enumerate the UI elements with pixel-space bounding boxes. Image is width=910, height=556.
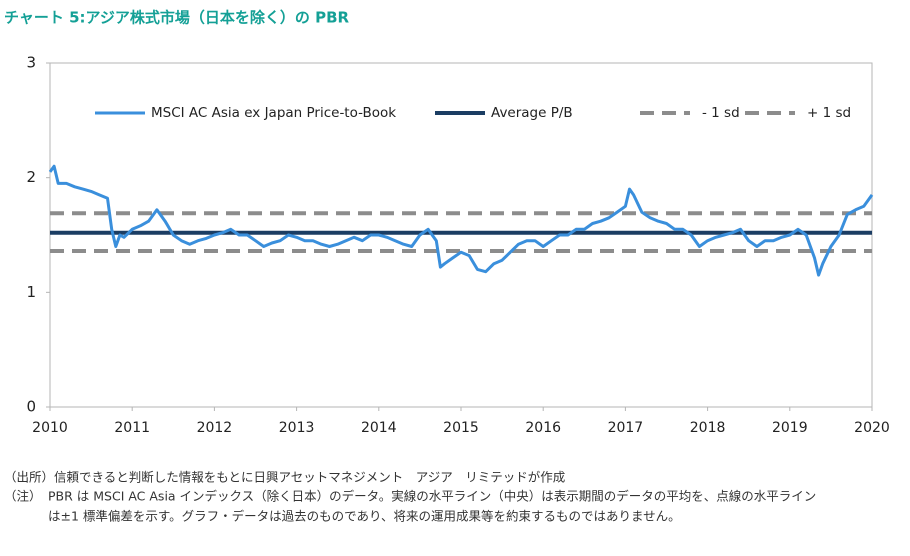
chart-title: チャート 5:アジア株式市場（日本を除く）の PBR — [4, 9, 350, 27]
note: （注） — [4, 489, 42, 504]
x-tick-label: 2016 — [525, 420, 561, 436]
x-tick-label: 2018 — [690, 420, 726, 436]
x-tick-label: 2012 — [197, 420, 233, 436]
y-tick-label: 3 — [26, 54, 36, 72]
x-tick-label: 2014 — [361, 420, 397, 436]
y-tick-label: 2 — [26, 168, 36, 186]
x-tick-label: 2011 — [114, 420, 150, 436]
x-tick-label: 2010 — [32, 420, 68, 436]
note: PBR は MSCI AC Asia インデックス（除く日本）のデータ。実線の水… — [48, 489, 816, 504]
x-tick-label: 2015 — [443, 420, 479, 436]
note: は±1 標準偏差を示す。グラフ・データは過去のものであり、将来の運用成果等を約束… — [48, 509, 681, 524]
note: （出所）信頼できると判断した情報をもとに日興アセットマネジメント アジア リミテ… — [4, 470, 565, 485]
y-tick-label: 1 — [26, 283, 36, 301]
data-line — [48, 164, 874, 277]
x-tick-label: 2017 — [608, 420, 644, 436]
x-tick-label: 2019 — [772, 420, 808, 436]
y-tick-label: 0 — [26, 398, 36, 416]
legend-label: MSCI AC Asia ex Japan Price-to-Book — [151, 105, 396, 121]
x-tick-label: 2013 — [279, 420, 315, 436]
legend-label: + 1 sd — [807, 105, 851, 121]
legend-label: - 1 sd — [702, 105, 740, 121]
legend-label: Average P/B — [491, 105, 573, 121]
x-tick-label: 2020 — [854, 420, 890, 436]
